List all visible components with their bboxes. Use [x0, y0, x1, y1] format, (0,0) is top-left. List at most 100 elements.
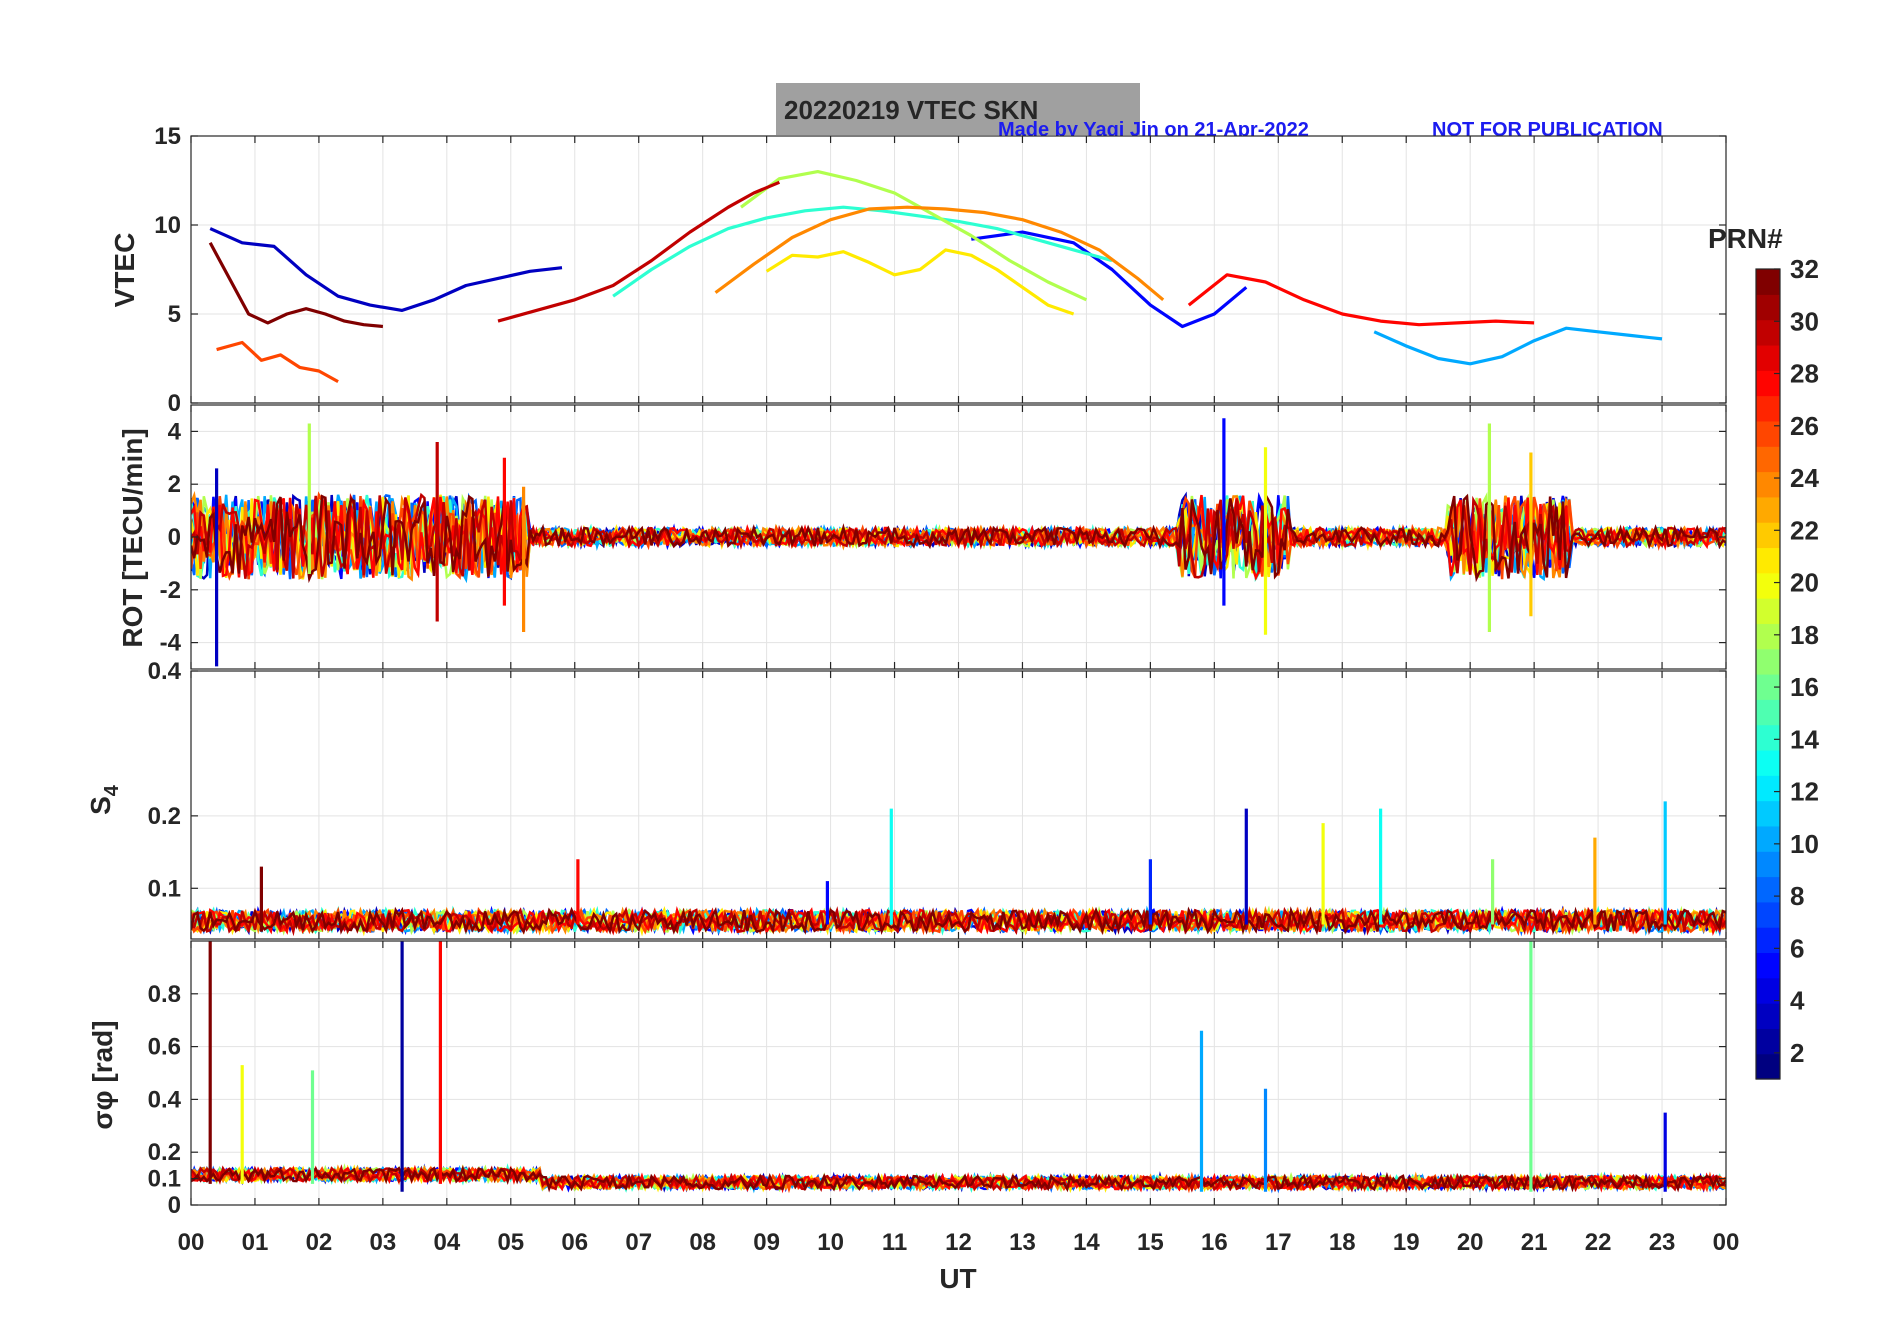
y-tick-label: -4 [160, 630, 182, 657]
plot-area [191, 418, 1726, 667]
x-tick-label: 18 [1329, 1229, 1356, 1256]
y-tick-label: 4 [168, 418, 182, 445]
y-tick-label: 5 [168, 301, 181, 328]
s4-panel: 0.1 0.2 0.4 [148, 658, 1727, 940]
x-tick-label: 20 [1457, 1229, 1484, 1256]
y-tick-label: 15 [154, 123, 181, 150]
colorbar-tick-label: 10 [1790, 829, 1819, 859]
series-30 [497, 180, 781, 323]
y-tick-label: 0 [168, 524, 181, 551]
s4-ylabel: S4 [85, 784, 123, 815]
series-3 [209, 227, 563, 312]
noise-trace [191, 906, 1726, 936]
series-26 [216, 340, 339, 384]
noise-trace [191, 906, 1726, 936]
x-tick-label: 08 [689, 1229, 716, 1256]
x-tick-label: 11 [882, 1229, 907, 1256]
plot-area [191, 941, 1726, 1194]
y-tick-label: 0.2 [148, 1139, 181, 1166]
colorbar-swatch [1756, 598, 1780, 624]
y-tick-label: 10 [154, 212, 181, 239]
y-tick-label: 0.1 [148, 875, 181, 902]
colorbar-swatch [1756, 446, 1780, 473]
plot-area [208, 170, 1663, 384]
colorbar-tick-label: 30 [1790, 306, 1819, 336]
colorbar-swatch [1756, 1003, 1780, 1029]
colorbar-swatch [1756, 699, 1780, 726]
colorbar-swatch [1756, 344, 1780, 371]
colorbar-swatch [1756, 471, 1780, 498]
sigma-phi-panel: 00.10.2 0.4 0.6 0.8 00 01 02 03 04 05 06 07 08 09 10 11… [148, 940, 1740, 1256]
colorbar-tick-label: 20 [1790, 568, 1819, 598]
y-tick-label: 0.1 [148, 1166, 181, 1193]
colorbar-swatch [1756, 825, 1780, 852]
colorbar-swatch [1756, 547, 1780, 574]
x-tick-label: 00 [1713, 1229, 1740, 1256]
x-tick-label: 05 [497, 1229, 524, 1256]
colorbar-tick-label: 8 [1790, 881, 1804, 911]
colorbar-swatch [1756, 775, 1780, 802]
colorbar-swatch [1756, 269, 1780, 295]
x-tick-label: 04 [433, 1229, 460, 1256]
x-tick-label: 21 [1521, 1229, 1548, 1256]
colorbar-tick-label: 24 [1790, 463, 1819, 493]
colorbar-swatch [1756, 522, 1780, 549]
y-tick-label: 2 [168, 471, 181, 498]
x-tick-label: 19 [1393, 1229, 1420, 1256]
title-box: 20220219 VTEC SKN [776, 83, 1140, 135]
y-tick-label: 0.4 [148, 1086, 182, 1113]
colorbar-swatch [1756, 648, 1780, 675]
noise-trace [191, 490, 1726, 584]
vtec-ylabel: VTEC [109, 233, 140, 308]
colorbar-tick-label: 22 [1790, 515, 1819, 545]
colorbar-swatch [1756, 1028, 1780, 1055]
colorbar-swatch [1756, 496, 1780, 523]
colorbar-tick-label: 18 [1790, 620, 1819, 650]
series-24 [714, 205, 1165, 302]
colorbar-swatch [1756, 395, 1780, 422]
colorbar-swatch [1756, 952, 1780, 979]
colorbar-tick-label: 16 [1790, 672, 1819, 702]
y-tick-label: 0 [168, 1192, 181, 1219]
colorbar-swatch [1756, 294, 1780, 321]
plot-area [191, 801, 1726, 937]
series-5 [971, 230, 1248, 329]
series-32 [208, 242, 384, 329]
colorbar-tick-label: 4 [1790, 986, 1805, 1016]
sigma-phi-ylabel: σφ [rad] [87, 1020, 118, 1129]
y-tick-label: -2 [160, 577, 181, 604]
x-tick-label: 12 [945, 1229, 972, 1256]
x-tick-label: 00 [178, 1229, 205, 1256]
x-tick-label: 07 [625, 1229, 652, 1256]
colorbar-swatch [1756, 319, 1780, 346]
colorbar-swatch [1756, 927, 1780, 954]
y-tick-label: 0.4 [148, 658, 182, 685]
x-tick-label: 13 [1009, 1229, 1036, 1256]
x-tick-label: 22 [1585, 1229, 1612, 1256]
colorbar-swatch [1756, 901, 1780, 928]
series-18 [740, 170, 1088, 302]
colorbar-swatch [1756, 724, 1780, 751]
colorbar-swatch [1756, 370, 1780, 397]
x-tick-label: 14 [1073, 1229, 1100, 1256]
noise-trace [191, 1164, 1726, 1194]
colorbar-swatch [1756, 977, 1780, 1004]
x-tick-label: 09 [753, 1229, 780, 1256]
title-background [776, 83, 1140, 135]
colorbar-swatch [1756, 572, 1780, 599]
colorbar-swatch [1756, 851, 1780, 878]
colorbar-swatch [1756, 420, 1780, 447]
colorbar-label: PRN# [1708, 223, 1783, 254]
rot-ylabel: ROT [TECU/min] [117, 428, 148, 647]
chart-title: 20220219 VTEC SKN [784, 95, 1038, 125]
series-14 [612, 205, 1113, 298]
x-tick-label: 01 [242, 1229, 269, 1256]
y-tick-label: 0.2 [148, 803, 181, 830]
vtec-panel: 0 5 10 15 [154, 123, 1727, 417]
series-28 [1187, 273, 1535, 327]
colorbar-tick-label: 12 [1790, 777, 1819, 807]
x-tick-label: 17 [1265, 1229, 1292, 1256]
x-tick-label: 10 [817, 1229, 844, 1256]
